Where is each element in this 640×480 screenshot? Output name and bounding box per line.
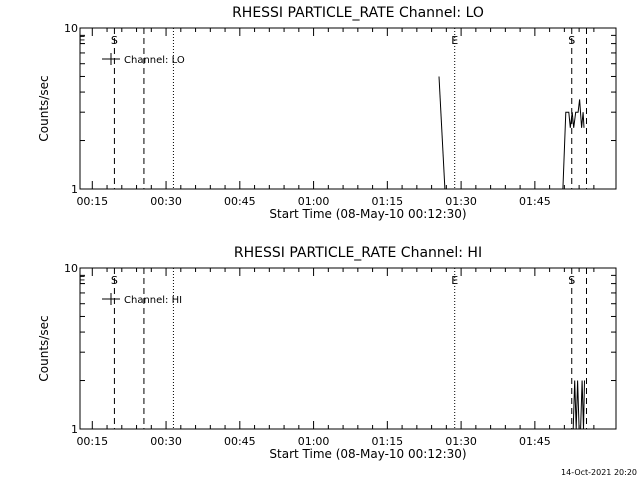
- x-tick-label: 00:45: [224, 435, 256, 448]
- chart-panel-1: RHESSI PARTICLE_RATE Channel: LO 1 10 00:15…: [37, 5, 617, 221]
- x-axis-label: Start Time (08-May-10 00:12:30): [269, 207, 466, 221]
- footer-timestamp: 14-Oct-2021 20:20: [561, 468, 637, 477]
- legend-label: Channel: HI: [124, 295, 182, 306]
- x-tick-label: 00:45: [224, 195, 256, 208]
- series-line: [572, 380, 585, 430]
- y-tick-label: 1: [71, 423, 78, 436]
- event-marker-label: E: [78, 34, 85, 47]
- chart-title: RHESSI PARTICLE_RATE Channel: HI: [234, 245, 482, 261]
- y-tick-label: 1: [71, 183, 78, 196]
- x-tick-label: 00:30: [150, 195, 182, 208]
- x-tick-label: 01:00: [298, 435, 330, 448]
- y-tick-label: 10: [64, 262, 78, 275]
- y-axis-label: Counts/sec: [37, 315, 51, 381]
- x-tick-label: 00:15: [76, 435, 108, 448]
- event-marker-label: E: [451, 34, 458, 47]
- event-marker-label: S: [111, 274, 118, 287]
- x-tick-label: 01:30: [445, 435, 477, 448]
- x-tick-label: 01:45: [519, 435, 551, 448]
- x-tick-label: 01:30: [445, 195, 477, 208]
- x-tick-label: 00:30: [150, 435, 182, 448]
- plot-frame: [79, 267, 617, 430]
- series-line: [562, 99, 585, 190]
- x-tick-label: 01:00: [298, 195, 330, 208]
- event-marker-label: E: [451, 274, 458, 287]
- plot-frame: [79, 27, 617, 190]
- y-axis-label: Counts/sec: [37, 75, 51, 141]
- x-tick-label: 01:15: [371, 435, 403, 448]
- event-marker-label: S: [568, 274, 575, 287]
- x-tick-label: 01:15: [371, 195, 403, 208]
- event-marker-label: S: [568, 34, 575, 47]
- event-marker-label: E: [78, 274, 85, 287]
- chart-panel-2: RHESSI PARTICLE_RATE Channel: HI 1 10 00:15…: [37, 245, 617, 461]
- event-marker-label: S: [111, 34, 118, 47]
- x-tick-label: 01:45: [519, 195, 551, 208]
- x-tick-label: 00:15: [76, 195, 108, 208]
- legend-label: Channel: LO: [124, 55, 185, 66]
- chart-title: RHESSI PARTICLE_RATE Channel: LO: [232, 5, 484, 21]
- x-axis-label: Start Time (08-May-10 00:12:30): [269, 447, 466, 461]
- series-line: [438, 76, 446, 190]
- y-tick-label: 10: [64, 22, 78, 35]
